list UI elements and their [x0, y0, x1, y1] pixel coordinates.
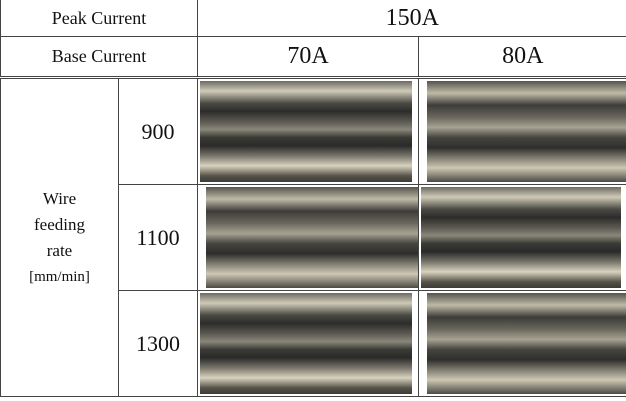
label-line: Wire	[1, 186, 118, 212]
peak-label: Peak Current	[1, 0, 198, 37]
weld-photo	[200, 293, 412, 394]
base-value: 80A	[419, 37, 626, 78]
base-value: 70A	[198, 37, 419, 78]
row-group-label: Wire feeding rate [mm/min]	[1, 78, 119, 397]
peak-value: 150A	[198, 0, 626, 37]
weld-photo	[427, 293, 626, 394]
page: Peak Current 150A Base Current 70A 80A W…	[0, 0, 626, 401]
row-label: 1300	[119, 291, 198, 397]
row-label: 1100	[119, 185, 198, 291]
weld-photo	[427, 81, 626, 182]
base-label: Base Current	[1, 37, 198, 78]
weld-photo	[206, 187, 418, 288]
row-label: 900	[119, 78, 198, 185]
label-line: [mm/min]	[1, 264, 118, 290]
label-line: feeding	[1, 212, 118, 238]
weld-photo	[421, 187, 621, 288]
results-table: Peak Current 150A Base Current 70A 80A W…	[0, 0, 626, 397]
label-line: rate	[1, 238, 118, 264]
weld-photo	[200, 81, 412, 182]
